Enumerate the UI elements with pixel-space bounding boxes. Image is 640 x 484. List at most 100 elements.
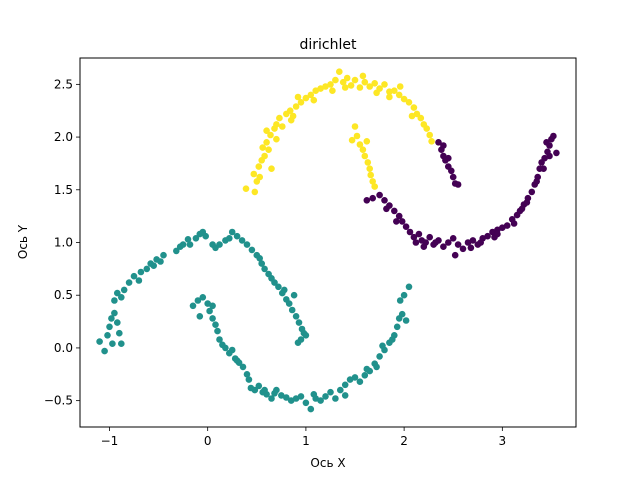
data-point	[347, 82, 355, 89]
data-point	[243, 371, 251, 378]
data-point	[518, 205, 526, 213]
data-point	[341, 381, 349, 389]
data-point	[302, 94, 310, 102]
data-point	[258, 260, 266, 267]
data-point	[135, 277, 143, 284]
data-point	[114, 319, 121, 326]
data-point	[216, 336, 223, 343]
cluster-series-0	[242, 68, 435, 196]
data-point	[359, 72, 367, 80]
data-point	[317, 397, 324, 404]
data-point	[398, 310, 406, 318]
data-point	[440, 243, 447, 250]
data-point	[396, 83, 404, 90]
data-point	[503, 222, 511, 229]
data-point	[391, 87, 398, 94]
data-point	[281, 286, 288, 294]
data-point	[196, 313, 204, 320]
data-point	[322, 83, 329, 90]
x-tick-label: 1	[302, 434, 310, 448]
data-point	[120, 286, 128, 294]
data-point	[297, 336, 305, 343]
data-point	[363, 197, 371, 204]
data-point	[420, 243, 428, 250]
data-point	[339, 78, 347, 86]
data-point	[111, 309, 118, 317]
data-point	[467, 244, 475, 252]
data-point	[400, 95, 408, 103]
data-point	[294, 93, 302, 101]
data-point	[173, 247, 180, 255]
y-axis-label: Ось Y	[16, 224, 30, 259]
data-point	[426, 233, 434, 241]
data-point	[477, 239, 485, 246]
data-point	[216, 241, 223, 248]
data-point	[408, 112, 416, 120]
data-point	[150, 262, 157, 270]
data-point	[371, 80, 379, 87]
data-point	[400, 291, 408, 299]
data-point	[297, 99, 305, 106]
data-point	[448, 167, 455, 175]
data-point	[415, 230, 423, 238]
data-point	[440, 142, 447, 149]
x-axis-label: Ось X	[310, 456, 345, 470]
data-point	[423, 125, 431, 132]
data-point	[248, 246, 256, 254]
data-point	[214, 327, 221, 335]
data-point	[381, 197, 388, 204]
data-point	[256, 254, 264, 262]
data-point	[243, 241, 251, 248]
data-point	[363, 138, 371, 145]
data-point	[454, 181, 462, 188]
data-point	[553, 149, 560, 157]
data-point	[367, 171, 375, 179]
data-point	[251, 386, 259, 394]
data-point	[226, 235, 233, 242]
data-point	[337, 386, 344, 394]
data-point	[118, 294, 125, 301]
data-point	[179, 241, 187, 248]
data-point	[376, 191, 383, 199]
data-point	[251, 188, 259, 196]
data-point	[391, 207, 398, 215]
data-point	[348, 136, 356, 144]
data-point	[366, 165, 374, 172]
data-point	[410, 233, 418, 241]
data-point	[445, 154, 452, 162]
data-point	[341, 392, 349, 399]
data-point	[523, 199, 531, 206]
data-point	[116, 329, 123, 337]
x-tick-label: −1	[101, 434, 119, 448]
data-point	[402, 223, 410, 230]
data-point	[259, 144, 267, 151]
data-point	[341, 84, 349, 91]
data-point	[398, 218, 406, 225]
data-point	[361, 372, 369, 379]
data-point	[278, 392, 285, 399]
data-point	[297, 393, 305, 400]
data-point	[343, 74, 351, 82]
data-point	[550, 132, 557, 140]
data-point	[157, 258, 164, 265]
data-point	[228, 228, 236, 236]
data-point	[359, 146, 367, 153]
data-point	[261, 386, 268, 394]
data-point	[356, 378, 364, 386]
data-point	[364, 159, 372, 166]
y-tick-label: 2.5	[54, 77, 73, 91]
data-point	[351, 374, 359, 381]
data-point	[233, 232, 241, 240]
data-point	[292, 313, 300, 320]
data-point	[242, 185, 250, 192]
data-point	[395, 212, 403, 220]
data-point	[285, 300, 293, 307]
points-layer	[96, 68, 560, 413]
y-axis: −0.5 0.0 0.5 1.0 1.5 2.0 2.5	[44, 77, 80, 408]
data-point	[510, 220, 518, 227]
data-point	[351, 76, 359, 84]
data-point	[363, 365, 371, 373]
data-point	[494, 230, 501, 238]
data-point	[114, 289, 121, 297]
